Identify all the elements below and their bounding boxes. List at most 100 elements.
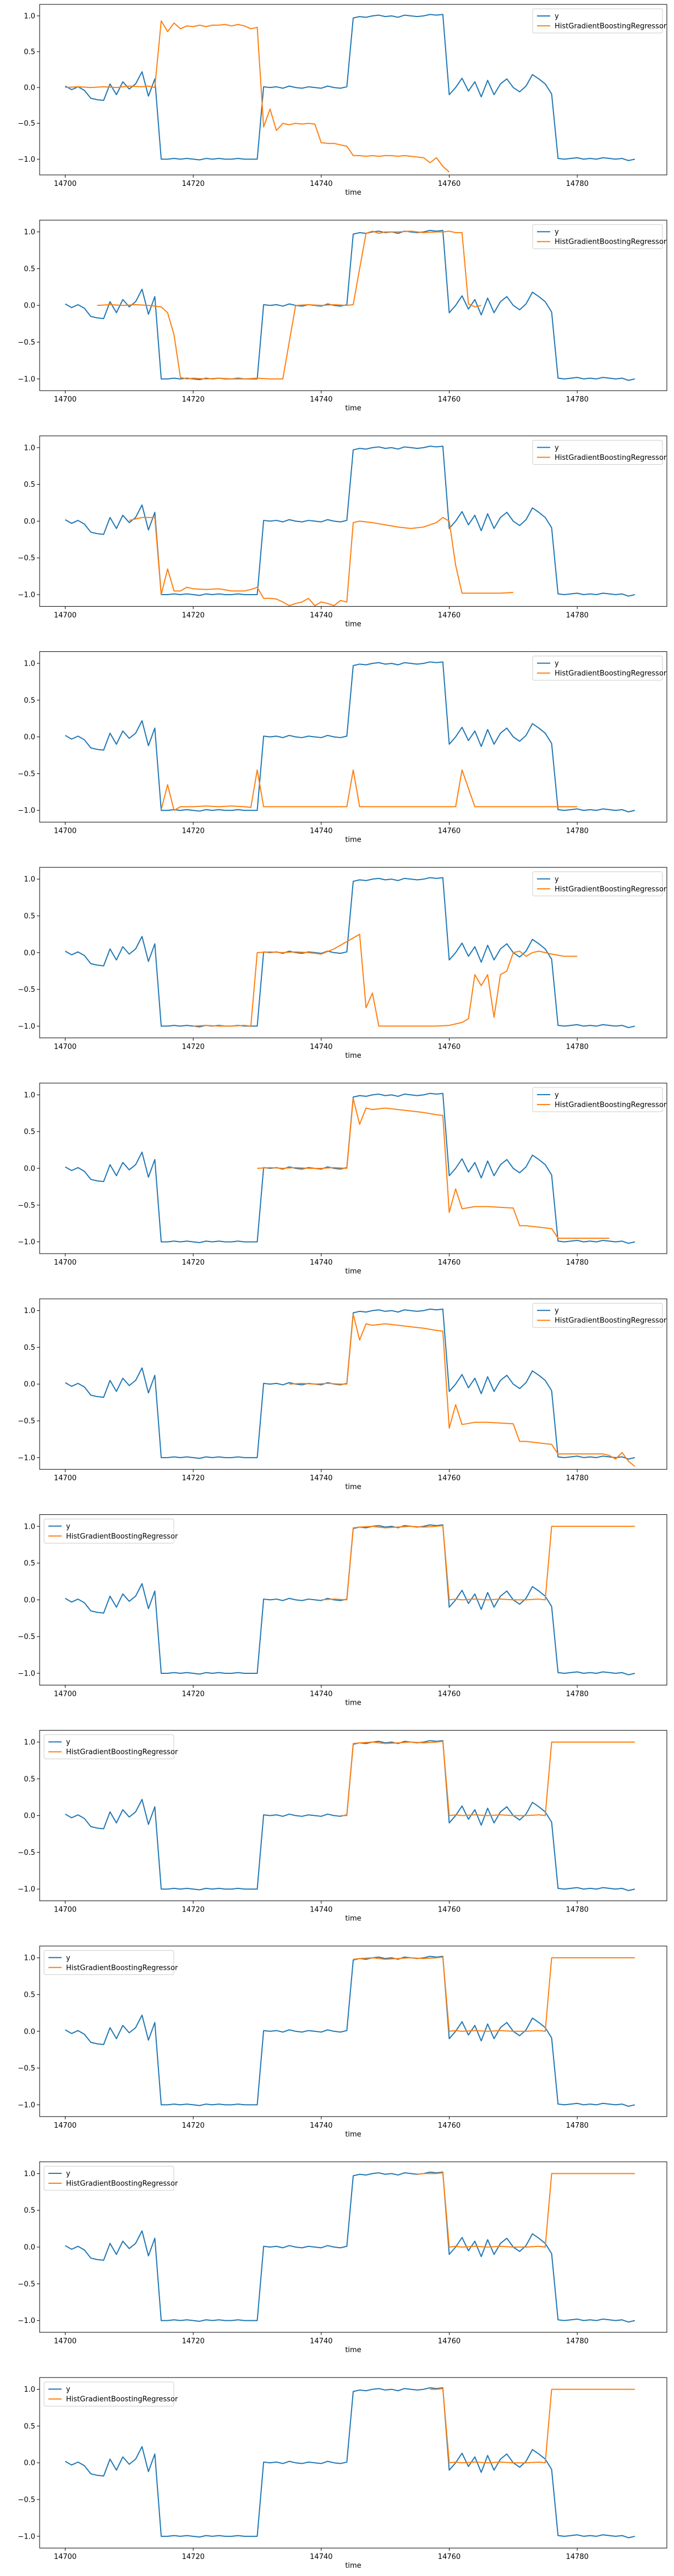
x-tick-label: 14720 bbox=[182, 2553, 205, 2561]
y-tick-label: 0.5 bbox=[24, 1344, 35, 1352]
y-tick-label: −1.0 bbox=[18, 1238, 35, 1246]
y-tick-label: 0.5 bbox=[24, 912, 35, 920]
legend-box bbox=[532, 871, 663, 897]
y-tick-label: 0.0 bbox=[24, 2028, 35, 2036]
legend-label: HistGradientBoostingRegressor bbox=[555, 454, 667, 462]
x-tick-label: 14740 bbox=[310, 2553, 332, 2561]
x-tick-label: 14740 bbox=[310, 1474, 332, 1482]
y-tick-label: 0.0 bbox=[24, 1596, 35, 1605]
x-tick-label: 14780 bbox=[566, 2122, 588, 2130]
legend-box bbox=[532, 656, 663, 681]
x-axis-title: time bbox=[345, 2562, 361, 2570]
x-tick-label: 14740 bbox=[310, 180, 332, 188]
x-axis-title: time bbox=[345, 1483, 361, 1491]
y-tick-label: 0.5 bbox=[24, 696, 35, 705]
y-tick-label: 0.5 bbox=[24, 2207, 35, 2215]
x-tick-label: 14720 bbox=[182, 1259, 205, 1267]
x-tick-label: 14760 bbox=[438, 2337, 461, 2346]
y-tick-label: −1.0 bbox=[18, 1023, 35, 1031]
y-tick-label: 0.0 bbox=[24, 84, 35, 92]
subplot-7: 14700 14720 14740 14760 14780 −1.0 −0.5 0.0 0.5 1… bbox=[18, 1298, 667, 1491]
x-axis-title: time bbox=[345, 2346, 361, 2354]
x-tick-label: 14700 bbox=[54, 827, 76, 836]
x-tick-label: 14700 bbox=[54, 611, 76, 619]
series-y-line bbox=[65, 1092, 635, 1244]
x-tick-label: 14720 bbox=[182, 1690, 205, 1698]
x-tick-label: 14700 bbox=[54, 2337, 76, 2346]
y-tick-label: 0.5 bbox=[24, 1128, 35, 1136]
y-tick-label: 0.5 bbox=[24, 1559, 35, 1568]
x-axis-title: time bbox=[345, 1267, 361, 1276]
subplot-5: 14700 14720 14740 14760 14780 −1.0 −0.5 0.0 0.5 1… bbox=[18, 867, 667, 1060]
legend-label: HistGradientBoostingRegressor bbox=[66, 1533, 178, 1541]
legend-label: HistGradientBoostingRegressor bbox=[555, 238, 667, 246]
x-tick-label: 14720 bbox=[182, 827, 205, 836]
series-prediction-line bbox=[289, 1314, 635, 1467]
y-tick-label: 0.0 bbox=[24, 1381, 35, 1389]
y-tick-label: −0.5 bbox=[18, 339, 35, 347]
legend-label: HistGradientBoostingRegressor bbox=[66, 2396, 178, 2404]
x-tick-label: 14700 bbox=[54, 396, 76, 404]
subplot-2: 14700 14720 14740 14760 14780 −1.0 −0.5 0.0 0.5 1… bbox=[18, 219, 667, 413]
x-tick-label: 14720 bbox=[182, 1474, 205, 1482]
legend-label: y bbox=[66, 2170, 70, 2178]
x-tick-label: 14700 bbox=[54, 1259, 76, 1267]
y-tick-label: −1.0 bbox=[18, 2317, 35, 2325]
y-tick-label: 1.0 bbox=[24, 1307, 35, 1315]
y-tick-label: 1.0 bbox=[24, 1091, 35, 1100]
x-tick-label: 14760 bbox=[438, 1690, 461, 1698]
y-tick-label: −1.0 bbox=[18, 807, 35, 815]
x-tick-label: 14760 bbox=[438, 1906, 461, 1914]
x-tick-label: 14720 bbox=[182, 2337, 205, 2346]
series-y-line bbox=[65, 14, 635, 161]
series-prediction-line bbox=[340, 1740, 635, 1816]
legend-label: y bbox=[555, 660, 559, 668]
legend-label: y bbox=[66, 2386, 70, 2394]
y-tick-label: 1.0 bbox=[24, 2386, 35, 2394]
y-tick-label: 0.0 bbox=[24, 1165, 35, 1173]
legend-box bbox=[532, 1303, 663, 1328]
y-tick-label: 1.0 bbox=[24, 1738, 35, 1746]
subplot-9: 14700 14720 14740 14760 14780 −1.0 −0.5 0.0 0.5 1… bbox=[18, 1730, 667, 1923]
legend-box bbox=[532, 1087, 663, 1112]
y-tick-label: 0.0 bbox=[24, 733, 35, 742]
y-tick-label: 0.5 bbox=[24, 265, 35, 273]
y-tick-label: −0.5 bbox=[18, 1201, 35, 1210]
x-tick-label: 14700 bbox=[54, 180, 76, 188]
legend-box bbox=[532, 440, 663, 465]
series-prediction-line bbox=[257, 1098, 610, 1239]
legend-label: HistGradientBoostingRegressor bbox=[555, 1317, 667, 1325]
x-tick-label: 14760 bbox=[438, 1474, 461, 1482]
series-prediction-line bbox=[65, 20, 450, 173]
x-tick-label: 14780 bbox=[566, 180, 588, 188]
subplot-8: 14700 14720 14740 14760 14780 −1.0 −0.5 0.0 0.5 1… bbox=[18, 1514, 667, 1707]
x-tick-label: 14740 bbox=[310, 611, 332, 619]
y-tick-label: −1.0 bbox=[18, 1454, 35, 1462]
series-prediction-line bbox=[97, 230, 481, 380]
y-tick-label: −0.5 bbox=[18, 770, 35, 778]
x-tick-label: 14760 bbox=[438, 180, 461, 188]
y-tick-label: −0.5 bbox=[18, 1418, 35, 1426]
y-tick-label: −0.5 bbox=[18, 2496, 35, 2504]
legend-label: y bbox=[66, 1738, 70, 1746]
subplot-4: 14700 14720 14740 14760 14780 −1.0 −0.5 0.0 0.5 1… bbox=[18, 651, 667, 844]
legend-box bbox=[43, 1950, 174, 1975]
x-tick-label: 14700 bbox=[54, 1690, 76, 1698]
series-prediction-line bbox=[129, 517, 513, 607]
x-tick-label: 14780 bbox=[566, 2553, 588, 2561]
y-tick-label: −1.0 bbox=[18, 156, 35, 164]
y-tick-label: 0.0 bbox=[24, 949, 35, 957]
y-tick-label: 0.5 bbox=[24, 481, 35, 489]
series-y-line bbox=[65, 2171, 635, 2323]
x-tick-label: 14780 bbox=[566, 827, 588, 836]
x-tick-label: 14760 bbox=[438, 611, 461, 619]
y-tick-label: 0.0 bbox=[24, 518, 35, 526]
y-tick-label: −0.5 bbox=[18, 986, 35, 994]
y-tick-label: 0.0 bbox=[24, 2459, 35, 2468]
y-tick-label: −0.5 bbox=[18, 1633, 35, 1641]
x-tick-label: 14780 bbox=[566, 1690, 588, 1698]
